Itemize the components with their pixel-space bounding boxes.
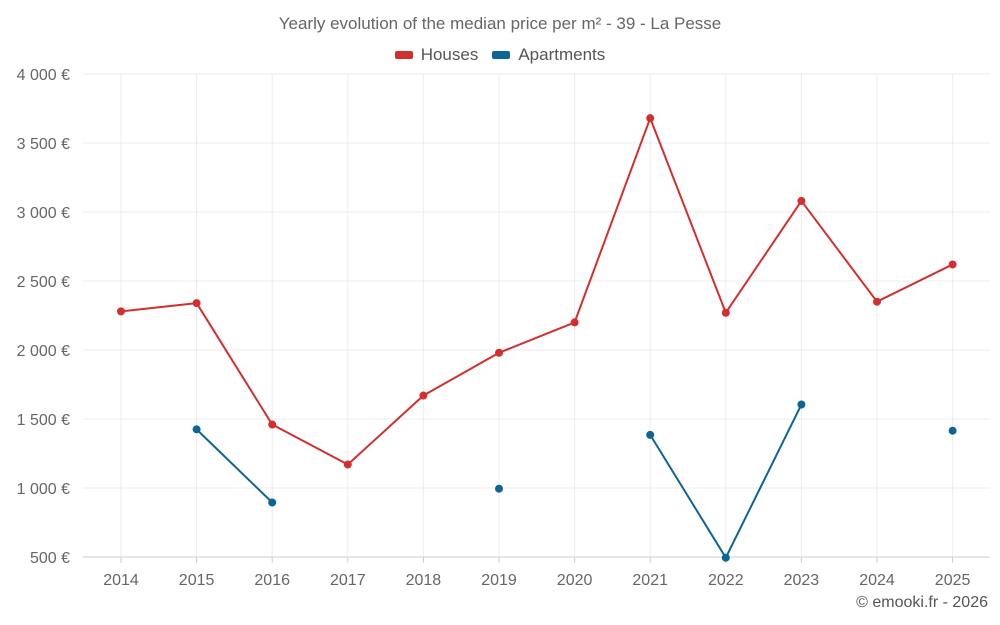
data-point-apartments (797, 400, 806, 409)
data-point-apartments (721, 553, 730, 562)
data-point-apartments (646, 430, 655, 439)
data-point-houses (721, 308, 730, 317)
legend-label-apartments: Apartments (518, 45, 606, 64)
credit-text: © emooki.fr - 2026 (856, 594, 988, 611)
legend-swatch-apartments (492, 51, 511, 59)
y-tick-label: 2 500 € (17, 274, 70, 291)
data-point-houses (797, 196, 806, 205)
legend-swatch-houses (394, 51, 413, 59)
y-tick-label: 4 000 € (17, 67, 70, 84)
x-tick-label: 2015 (179, 572, 215, 589)
y-tick-label: 1 000 € (17, 481, 70, 498)
x-tick-label: 2019 (481, 572, 517, 589)
series-line-apartments (195, 428, 273, 504)
data-point-houses (948, 260, 957, 269)
x-tick-label: 2025 (935, 572, 971, 589)
y-tick-label: 3 500 € (17, 136, 70, 153)
x-tick-label: 2017 (330, 572, 366, 589)
legend: Houses Apartments (0, 45, 1000, 65)
x-tick-label: 2016 (254, 572, 290, 589)
x-tick-label: 2021 (632, 572, 668, 589)
data-point-houses (495, 348, 503, 357)
legend-label-houses: Houses (420, 45, 479, 64)
data-point-houses (419, 391, 428, 400)
x-tick-label: 2014 (103, 572, 139, 589)
x-tick-label: 2022 (708, 572, 744, 589)
x-tick-label: 2020 (557, 572, 593, 589)
data-point-houses (192, 299, 201, 308)
x-tick-label: 2018 (406, 572, 442, 589)
y-tick-label: 500 € (30, 550, 70, 567)
data-point-apartments (192, 425, 201, 434)
data-point-apartments (495, 484, 503, 493)
series-line-houses (120, 117, 954, 466)
data-point-apartments (948, 426, 957, 435)
y-tick-label: 1 500 € (17, 412, 70, 429)
legend-item-houses[interactable]: Houses (394, 45, 479, 65)
chart-title: Yearly evolution of the median price per… (278, 14, 722, 33)
legend-item-apartments[interactable]: Apartments (492, 45, 605, 65)
data-point-apartments (268, 498, 277, 507)
data-point-houses (873, 297, 881, 306)
data-point-houses (268, 420, 277, 429)
y-tick-label: 2 000 € (17, 343, 70, 360)
x-tick-label: 2023 (784, 572, 820, 589)
data-point-houses (117, 307, 125, 316)
y-tick-label: 3 000 € (17, 205, 70, 222)
data-point-houses (343, 460, 352, 469)
data-point-houses (646, 114, 655, 123)
x-tick-label: 2024 (859, 572, 895, 589)
data-point-houses (570, 318, 579, 327)
